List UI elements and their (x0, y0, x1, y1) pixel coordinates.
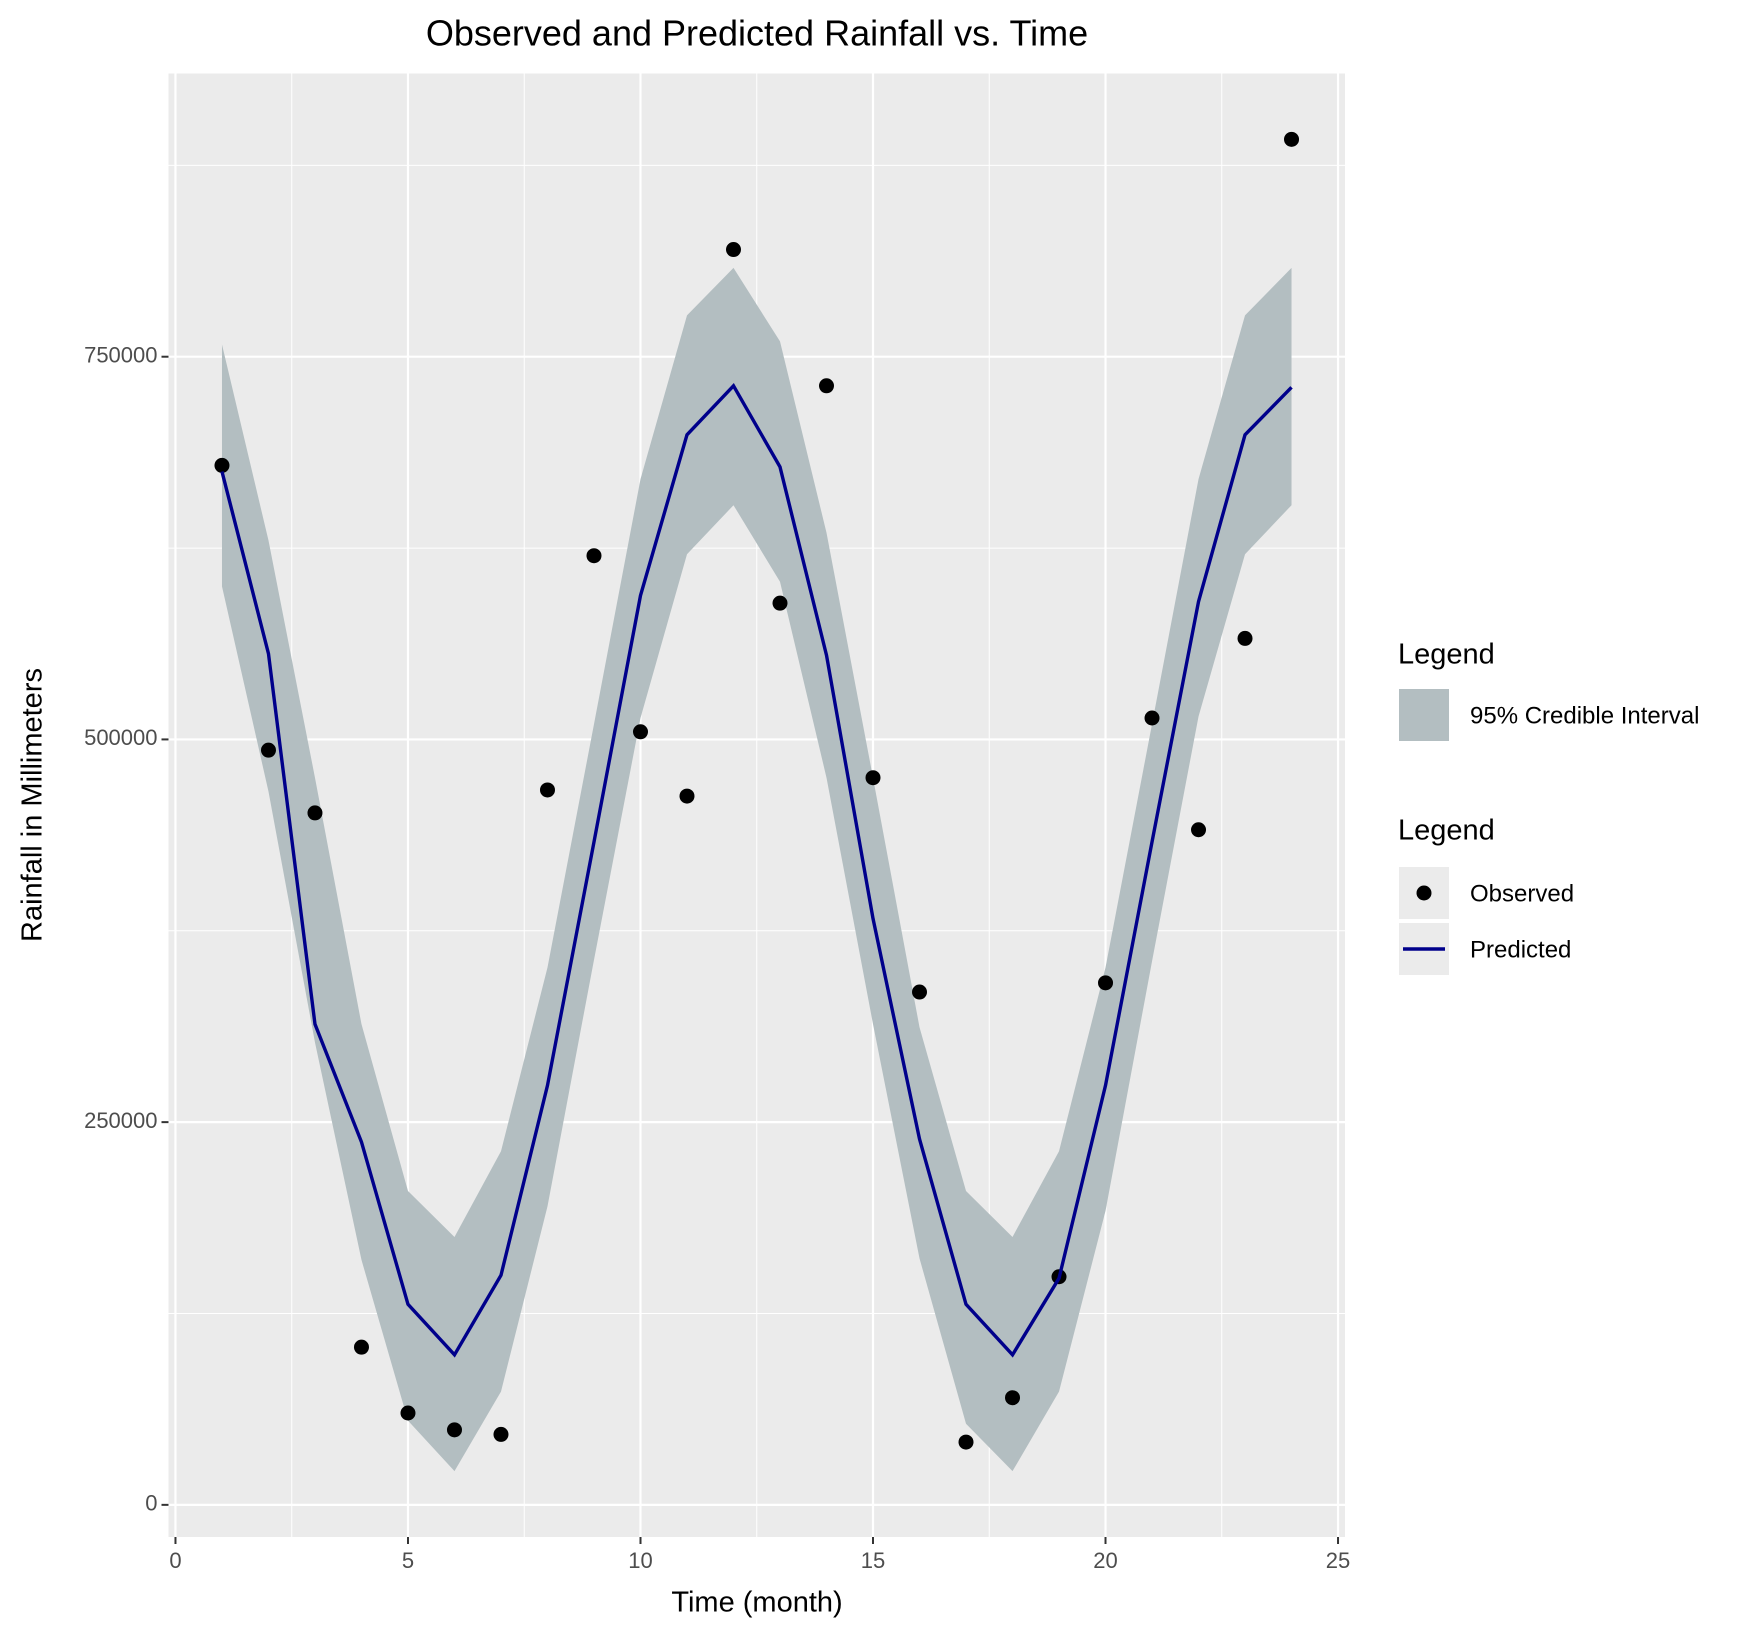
x-tick-label: 5 (402, 1548, 414, 1573)
observed-point (958, 1434, 974, 1450)
legend-label: Predicted (1470, 936, 1571, 963)
legend-label: Observed (1470, 880, 1574, 907)
observed-point (493, 1426, 509, 1442)
observed-point (1191, 822, 1207, 838)
legend-symbol (1416, 885, 1432, 901)
observed-point (1144, 710, 1160, 726)
observed-point (214, 457, 230, 473)
y-tick-label: 750000 (84, 343, 157, 368)
observed-point (819, 378, 835, 394)
observed-point (260, 742, 276, 758)
y-tick-label: 250000 (84, 1108, 157, 1133)
legend-label: 95% Credible Interval (1470, 702, 1699, 729)
x-tick-label: 20 (1093, 1548, 1117, 1573)
observed-point (865, 770, 881, 786)
observed-point (539, 782, 555, 798)
observed-point (1005, 1390, 1021, 1406)
observed-point (446, 1422, 462, 1438)
observed-point (353, 1339, 369, 1355)
x-axis-label: Time (month) (671, 1587, 842, 1619)
observed-point (772, 595, 788, 611)
legend-title: Legend (1398, 639, 1495, 671)
y-tick-label: 0 (145, 1491, 157, 1516)
observed-point (1237, 630, 1253, 646)
observed-point (1098, 975, 1114, 991)
observed-point (1284, 131, 1300, 147)
y-tick-label: 500000 (84, 725, 157, 750)
legend-title: Legend (1398, 815, 1495, 847)
y-axis-label: Rainfall in Millimeters (17, 668, 49, 942)
observed-point (307, 805, 323, 821)
x-tick-label: 10 (628, 1548, 652, 1573)
predicted-line (220, 382, 1293, 1358)
observed-point (912, 984, 928, 1000)
legend-key (1397, 687, 1451, 743)
observed-point (586, 548, 602, 564)
observed-point (632, 724, 648, 740)
x-tick-label: 0 (169, 1548, 181, 1573)
observed-point (679, 788, 695, 804)
credible-band (221, 267, 1292, 1472)
observed-point (400, 1405, 416, 1421)
x-tick-label: 25 (1326, 1548, 1350, 1573)
observed-point (725, 242, 741, 258)
chart-title: Observed and Predicted Rainfall vs. Time (426, 13, 1088, 54)
x-tick-label: 15 (861, 1548, 885, 1573)
